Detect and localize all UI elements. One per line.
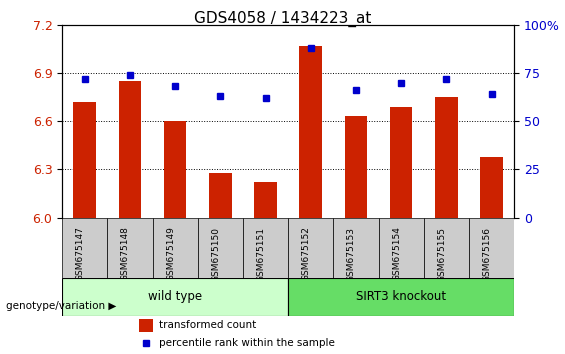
Bar	[288, 218, 333, 278]
Text: percentile rank within the sample: percentile rank within the sample	[159, 338, 335, 348]
Bar	[288, 278, 514, 316]
Bar	[119, 81, 141, 218]
Text: GSM675155: GSM675155	[437, 227, 446, 282]
Text: GSM675156: GSM675156	[483, 227, 492, 282]
Bar	[480, 156, 503, 218]
Text: wild type: wild type	[148, 290, 202, 303]
Bar	[345, 116, 367, 218]
Text: GSM675154: GSM675154	[392, 227, 401, 281]
Text: GSM675149: GSM675149	[166, 227, 175, 281]
Bar	[73, 102, 96, 218]
Bar	[390, 107, 412, 218]
Text: GSM675148: GSM675148	[121, 227, 130, 281]
Bar	[379, 218, 424, 278]
Text: SIRT3 knockout: SIRT3 knockout	[356, 290, 446, 303]
Text: GSM675153: GSM675153	[347, 227, 356, 282]
Text: transformed count: transformed count	[159, 320, 257, 330]
Bar	[62, 278, 288, 316]
Bar	[198, 218, 243, 278]
Bar	[254, 182, 277, 218]
Text: GSM675150: GSM675150	[211, 227, 220, 282]
Bar	[209, 173, 232, 218]
Bar	[333, 218, 379, 278]
Bar	[299, 46, 322, 218]
Bar	[107, 218, 153, 278]
Bar	[164, 121, 186, 218]
Text: GSM675147: GSM675147	[76, 227, 85, 281]
Text: genotype/variation ▶: genotype/variation ▶	[6, 301, 116, 311]
Bar	[424, 218, 469, 278]
Bar	[139, 319, 153, 332]
Text: GSM675151: GSM675151	[257, 227, 266, 282]
Bar	[435, 97, 458, 218]
Text: GDS4058 / 1434223_at: GDS4058 / 1434223_at	[194, 11, 371, 27]
Bar	[153, 218, 198, 278]
Text: GSM675152: GSM675152	[302, 227, 311, 281]
Bar	[469, 218, 514, 278]
Bar	[62, 218, 107, 278]
Bar	[243, 218, 288, 278]
